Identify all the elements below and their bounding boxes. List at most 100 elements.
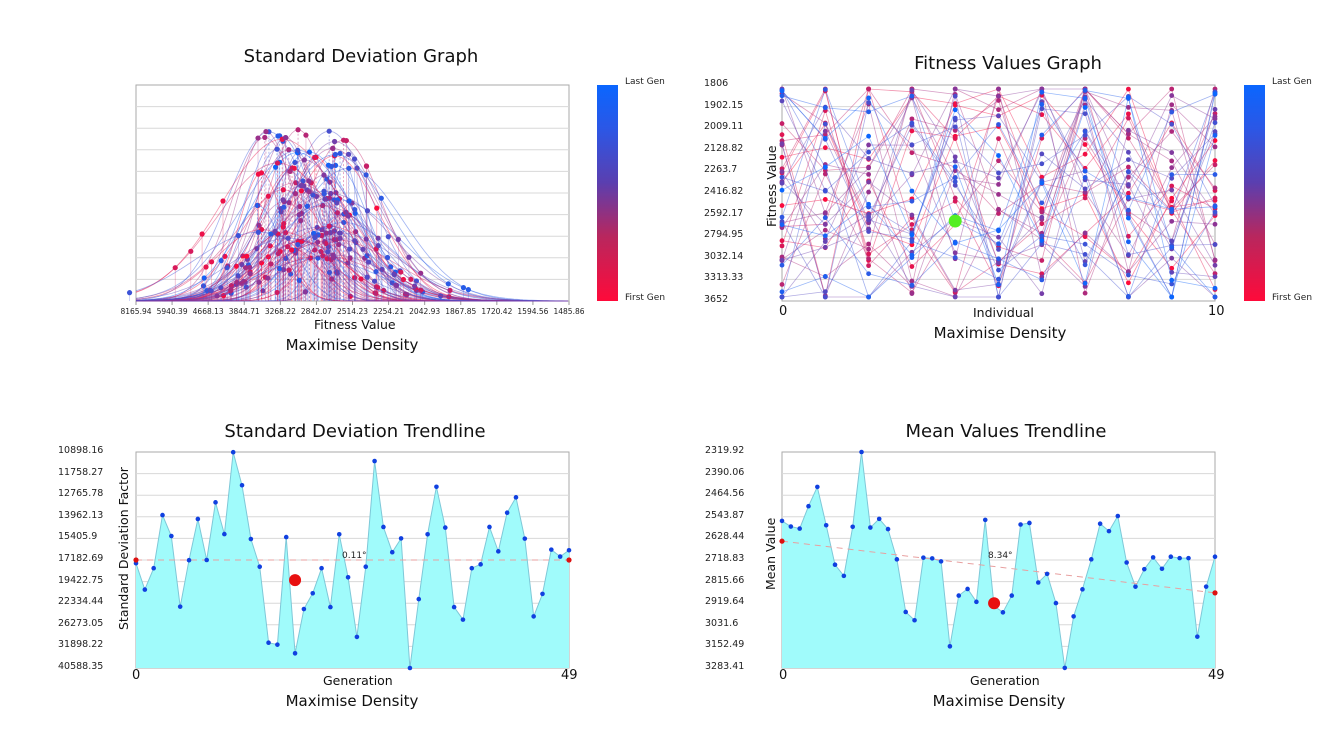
sd-graph-point: [233, 263, 240, 269]
sd-graph-point: [400, 276, 407, 283]
fitness-graph-point: [1169, 255, 1175, 261]
sd-trend-point: [407, 665, 413, 671]
sd-graph-point: [272, 228, 278, 234]
sd-graph-point: [326, 269, 333, 276]
sd-graph-xlabel: Fitness Value: [314, 317, 396, 332]
fitness-graph-point: [866, 246, 871, 252]
sd-graph-curve: [136, 165, 568, 302]
sd-trend-point: [275, 642, 280, 647]
sd-graph-peak-point: [326, 128, 332, 134]
fitness-graph-point: [1126, 86, 1131, 92]
sd-graph-curve: [136, 130, 568, 302]
fitness-graph-point: [1039, 221, 1045, 227]
sd-graph-point: [353, 229, 359, 235]
fitness-graph-point: [1082, 241, 1088, 247]
mean-trend-point: [1186, 555, 1191, 561]
sd-trend-point: [160, 512, 165, 518]
sd-trend-point: [213, 500, 218, 505]
sd-graph-x-tick: 1485.86: [553, 307, 585, 316]
fitness-graph-point: [909, 87, 915, 93]
mean-trend-point: [868, 525, 873, 530]
fitness-graph-point: [1212, 204, 1218, 210]
fitness-graph-point: [866, 95, 871, 101]
sd-graph-point: [327, 179, 333, 185]
sd-trend-point: [354, 634, 360, 640]
fitness-graph-point: [866, 189, 871, 195]
fitness-graph-point: [1169, 102, 1175, 108]
fitness-graph-point: [1212, 195, 1218, 201]
mean-trend-point: [974, 599, 979, 605]
sd-graph-point: [265, 193, 271, 199]
mean-trend-point: [823, 522, 829, 528]
fitness-graph-point: [1039, 161, 1045, 167]
sd-trend-y-tick: 40588.35: [58, 661, 104, 672]
mean-trend-point: [894, 557, 900, 562]
fitness-graph-point: [1126, 239, 1131, 245]
fitness-graph-point: [909, 150, 915, 156]
sd-graph-x-tick: 2514.23: [336, 307, 369, 316]
fitness-graph-point: [1039, 132, 1045, 138]
fitness-graph-point: [996, 175, 1001, 181]
sd-trend-point: [460, 617, 466, 622]
sd-graph-point: [228, 286, 234, 292]
fitness-graph-point: [779, 203, 785, 208]
sd-trend-point: [169, 533, 174, 539]
fitness-graph-point: [952, 195, 958, 201]
sd-graph-point: [306, 178, 312, 184]
sd-graph-point: [330, 145, 336, 151]
fitness-graph-point: [1126, 169, 1131, 174]
fitness-graph-point: [1169, 265, 1175, 271]
fitness-graph-point: [1169, 281, 1175, 287]
fitness-graph-point: [1082, 280, 1088, 286]
fitness-graph-point: [909, 142, 915, 148]
sd-trend-point: [389, 549, 395, 555]
mean-trend-point: [1071, 614, 1076, 619]
sd-graph-point: [218, 258, 224, 264]
mean-trend-ylabel: Mean Value: [763, 517, 778, 590]
sd-graph-curve: [135, 189, 568, 302]
fitness-graph-point: [1039, 135, 1045, 141]
sd-graph-point: [284, 244, 291, 250]
fitness-graph-point: [1169, 129, 1175, 134]
fitness-graph-point: [1126, 215, 1131, 221]
sd-trend-point: [239, 482, 245, 488]
sd-graph-peak-point: [267, 243, 273, 249]
fitness-graph-point: [1126, 131, 1131, 137]
fitness-graph-point: [1126, 149, 1131, 155]
fitness-graph-point: [779, 174, 785, 180]
sd-graph-point: [404, 292, 410, 298]
fitness-graph-point: [909, 282, 915, 288]
fitness-graph-point: [1126, 233, 1131, 239]
sd-graph-point: [379, 266, 385, 272]
fitness-graph-point: [1212, 133, 1218, 138]
fitness-graph-point: [952, 164, 958, 170]
fitness-graph-point: [1212, 172, 1218, 177]
fitness-graph-point: [1082, 262, 1088, 268]
fitness-graph-point: [996, 93, 1001, 99]
sd-graph-peak-point: [319, 227, 325, 233]
sd-graph-point: [446, 294, 452, 300]
sd-graph-x-tick: 4668.13: [192, 307, 224, 316]
sd-graph-point: [208, 259, 215, 265]
fitness-graph-point: [1169, 86, 1175, 92]
sd-trend-point: [257, 564, 263, 569]
sd-trend-x-tick-49: 49: [561, 668, 578, 683]
sd-graph-point: [203, 264, 209, 270]
sd-graph-point: [374, 284, 381, 291]
mean-trend-point: [788, 524, 794, 529]
sd-trend-y-tick: 10898.16: [58, 445, 104, 456]
fitness-graph-point: [952, 128, 958, 133]
mean-trend-x-tick-49: 49: [1208, 668, 1225, 683]
sd-graph-point: [347, 246, 353, 252]
mean-trend-point: [1106, 528, 1112, 534]
fitness-graph-point: [1169, 294, 1175, 300]
sd-graph-point: [239, 261, 245, 268]
fitness-graph-point: [1039, 174, 1045, 180]
mean-trend-point: [815, 484, 820, 490]
fitness-graph-x-tick-0: 0: [779, 304, 788, 319]
sd-graph-point: [325, 244, 332, 250]
sd-trend-point: [372, 458, 377, 464]
fitness-graph-point: [909, 120, 915, 126]
